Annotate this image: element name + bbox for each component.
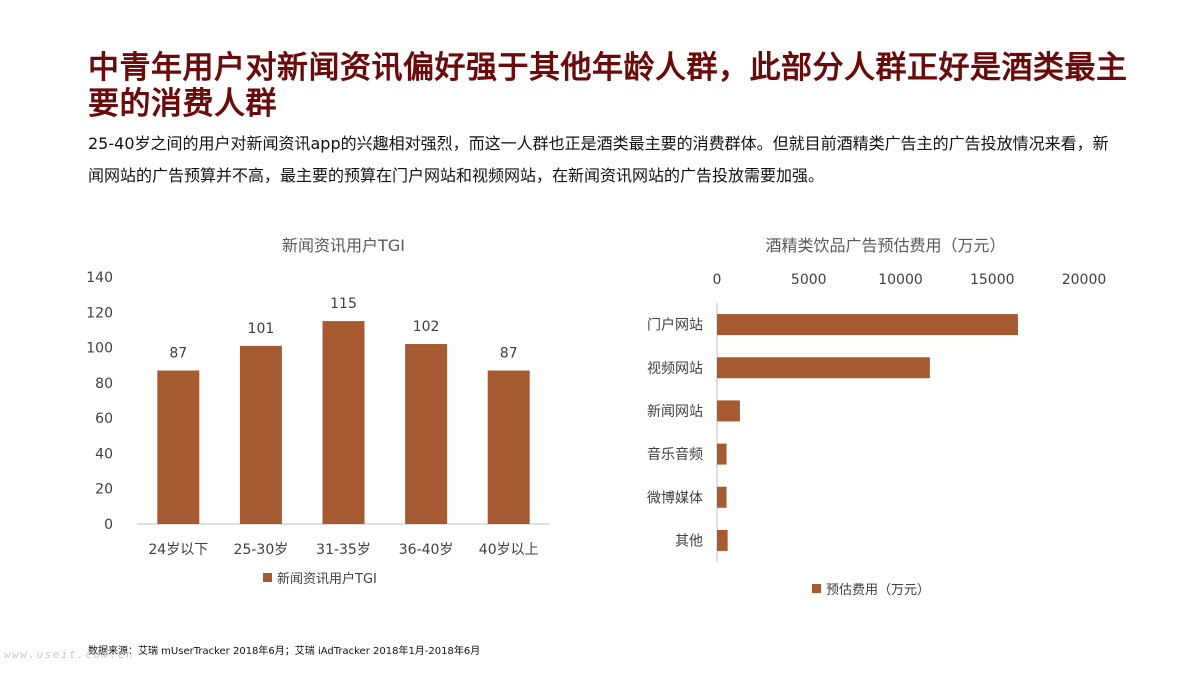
y-tick-label: 微博媒体 [647,489,703,506]
page-subtitle: 25-40岁之间的用户对新闻资讯app的兴趣相对强烈，而这一人群也正是酒类最主要… [88,134,1109,185]
x-tick-label: 24岁以下 [148,542,208,558]
x-tick-label: 15000 [970,272,1015,288]
bar [717,357,930,379]
y-tick-label: 100 [86,341,113,357]
bar [157,370,200,524]
data-label: 115 [330,296,357,312]
y-tick-label: 0 [104,517,113,533]
ad-spend-chart-svg: 酒精类饮品广告预估费用（万元） 0 5000 10000 15000 20000 门户网站视… [647,236,1107,598]
chart-title: 酒精类饮品广告预估费用（万元） [765,236,1005,255]
y-tick-label: 60 [95,411,113,427]
x-tick-label: 10000 [878,272,923,288]
y-tick-label: 80 [95,376,113,392]
page-title: 中青年用户对新闻资讯偏好强于其他年龄人群，此部分人群正好是酒类最主要的消费人群 [88,50,1128,122]
bar [487,370,530,524]
watermark: www.useit.com.cn [4,648,134,661]
y-tick-label: 音乐音频 [647,446,703,463]
y-tick-label: 120 [86,305,113,321]
y-tick-label: 140 [86,270,113,286]
bar [239,345,282,524]
y-tick-label: 新闻网站 [647,404,703,420]
x-tick-label: 36-40岁 [399,542,454,558]
legend-label: 预估费用（万元） [826,583,930,598]
x-tick-label: 25-30岁 [234,542,289,558]
legend-swatch [812,584,821,593]
data-label: 87 [500,346,518,362]
bar [717,314,1018,336]
data-source-note: 数据来源：艾瑞 mUserTracker 2018年6月；艾瑞 iAdTrack… [88,646,481,657]
bar [322,321,365,524]
legend-label: 新闻资讯用户TGI [277,571,377,587]
y-tick-label: 20 [95,482,113,498]
tgi-chart-svg: 新闻资讯用户TGI 0 20 40 60 80 100 120 140 87 24岁以下 101 25-… [86,236,550,587]
bar [717,486,727,508]
data-label: 101 [248,321,275,337]
y-tick-label: 视频网站 [647,361,703,377]
bar [717,529,728,551]
x-tick-label: 40岁以上 [479,542,539,558]
tgi-chart: 新闻资讯用户TGI 0 20 40 60 80 100 120 140 87 24岁以下 101 25-… [80,225,580,605]
data-label: 102 [413,319,440,335]
bar [405,344,448,524]
y-tick-label: 门户网站 [647,317,703,334]
x-tick-label: 20000 [1062,272,1107,288]
bar [717,443,727,465]
y-tick-label: 其他 [675,533,703,549]
x-tick-label: 5000 [791,272,827,288]
y-tick-label: 40 [95,446,113,462]
legend-swatch [263,573,272,582]
x-tick-label: 0 [713,272,722,288]
data-label: 87 [169,346,187,362]
ad-spend-chart: 酒精类饮品广告预估费用（万元） 0 5000 10000 15000 20000 门户网站视… [620,225,1140,605]
x-tick-label: 31-35岁 [316,542,371,558]
chart-title: 新闻资讯用户TGI [282,236,405,255]
bar [717,400,740,422]
